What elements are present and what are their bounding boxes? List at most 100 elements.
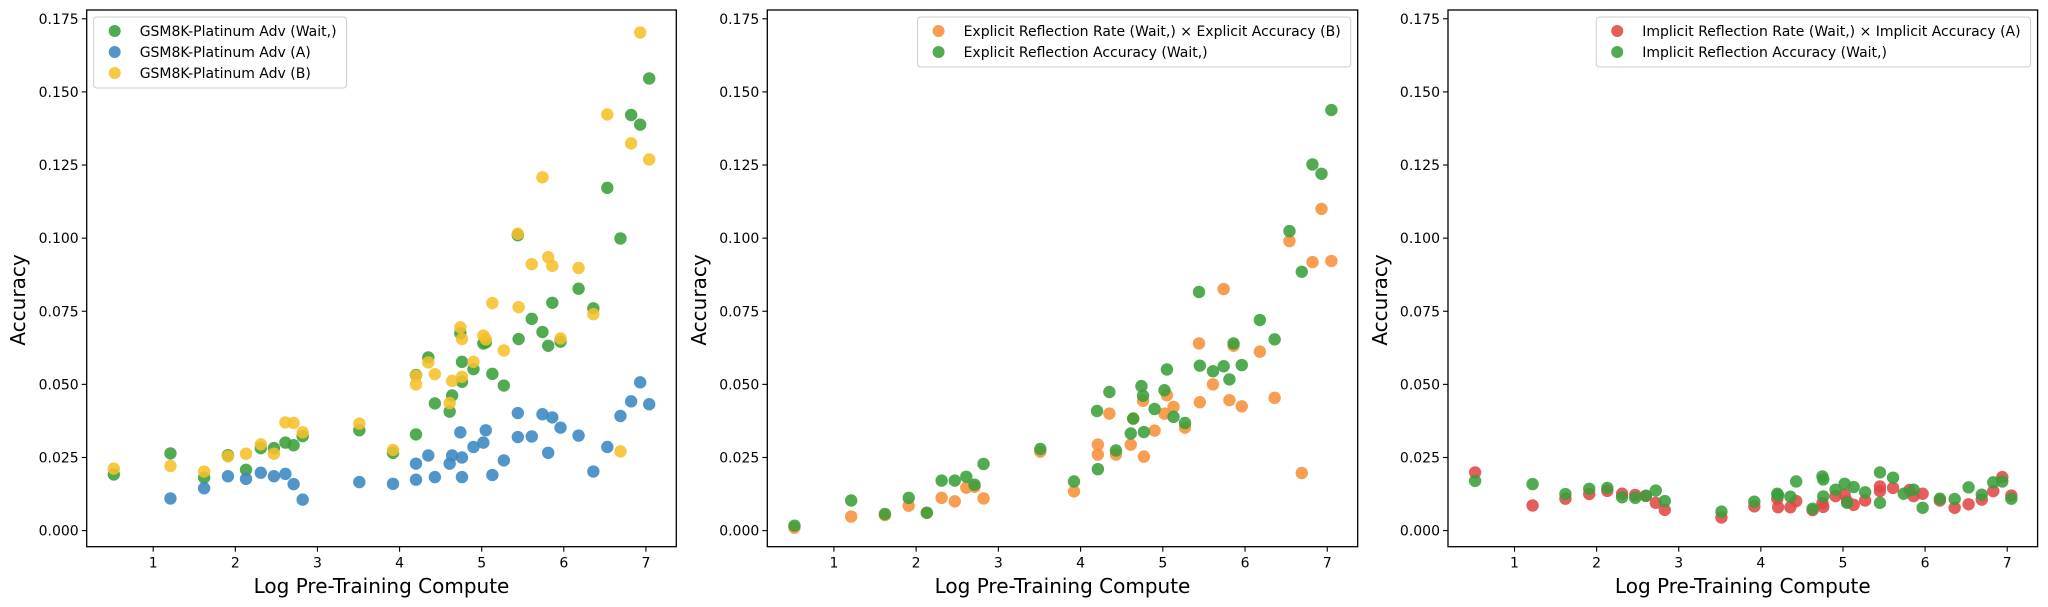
data-point [1158, 384, 1171, 397]
data-point [1067, 485, 1081, 498]
data-point [1160, 363, 1174, 376]
data-point [267, 447, 281, 460]
data-point [948, 474, 961, 487]
data-point [497, 454, 511, 467]
data-point [467, 355, 480, 369]
data-point [1639, 489, 1653, 503]
data-point [1771, 489, 1785, 502]
data-point [1306, 158, 1319, 171]
data-point [1217, 282, 1230, 296]
data-point [633, 118, 647, 131]
data-point [920, 506, 934, 519]
data-point [960, 470, 973, 483]
y-tick-label: 0.150 [1400, 85, 1440, 101]
plot-frame [766, 9, 1359, 548]
x-tick-label: 5 [477, 556, 486, 572]
data-point [445, 374, 459, 388]
data-point [1235, 400, 1248, 413]
data-point [428, 397, 442, 410]
data-point [267, 470, 281, 483]
data-point [479, 424, 492, 437]
data-point [479, 333, 492, 346]
data-point [1091, 438, 1105, 451]
data-point [1658, 494, 1671, 508]
data-point [1306, 255, 1319, 269]
data-point [643, 398, 656, 411]
data-point [409, 369, 423, 382]
x-tick-label: 2 [231, 556, 240, 572]
data-point [409, 473, 423, 486]
data-point [296, 493, 309, 506]
data-point [2005, 492, 2018, 505]
data-point [1526, 477, 1539, 491]
legend-marker [108, 67, 121, 79]
data-point [1227, 337, 1240, 350]
data-point [1315, 167, 1328, 180]
x-axis-label: Log Pre-Training Compute [254, 574, 510, 598]
data-point [1748, 495, 1761, 508]
data-point [542, 339, 555, 352]
data-point [633, 26, 647, 39]
y-tick-label: 0.000 [1400, 524, 1440, 540]
data-point [902, 491, 915, 505]
y-tick-label: 0.150 [719, 85, 759, 101]
data-point [1167, 400, 1180, 414]
data-point [614, 232, 627, 245]
data-point [1658, 503, 1671, 517]
data-point [454, 321, 467, 334]
data-point [455, 451, 469, 464]
data-point [353, 417, 366, 430]
series-1 [164, 376, 656, 506]
data-point [107, 462, 121, 475]
data-point [1468, 466, 1482, 479]
data-point [221, 450, 235, 463]
data-point [1315, 202, 1328, 216]
data-point [287, 439, 300, 452]
data-point [287, 416, 300, 430]
data-point [486, 468, 499, 482]
data-point [601, 108, 614, 121]
data-point [164, 492, 177, 505]
y-axis-label: Accuracy [687, 254, 711, 345]
x-tick-label: 4 [1756, 556, 1765, 572]
data-point [386, 477, 400, 491]
data-point [1124, 438, 1137, 451]
legend: GSM8K-Platinum Adv (Wait,) GSM8K-Platinum… [93, 16, 348, 89]
data-point [512, 300, 525, 314]
y-tick-label: 0.175 [719, 12, 759, 28]
series-0 [788, 202, 1338, 534]
data-point [1615, 491, 1629, 504]
legend-item: Explicit Reflection Rate (Wait,) × Expli… [932, 24, 1341, 40]
data-point [1817, 473, 1830, 486]
x-tick-label: 6 [1921, 556, 1930, 572]
data-point [1987, 484, 2000, 498]
data-point [422, 356, 435, 369]
legend-box [1595, 16, 2032, 68]
data-point [511, 227, 525, 240]
y-tick-label: 0.075 [39, 304, 79, 320]
data-point [1829, 483, 1842, 496]
data-point [455, 355, 469, 369]
x-tick-label: 3 [1674, 556, 1683, 572]
data-point [511, 406, 525, 420]
x-tick-label: 4 [395, 556, 404, 572]
data-point [1962, 498, 1975, 511]
data-point [1223, 373, 1236, 386]
data-point [525, 430, 538, 443]
data-point [1601, 481, 1614, 495]
y-tick-label: 0.025 [1400, 450, 1440, 466]
data-point [1283, 234, 1296, 248]
data-point [624, 137, 638, 150]
data-point [1996, 475, 2009, 488]
data-point [1193, 396, 1207, 409]
data-point [1283, 224, 1296, 238]
legend-marker [108, 25, 121, 37]
data-point [254, 438, 267, 451]
data-point [542, 446, 555, 460]
data-point [254, 466, 267, 479]
data-point [296, 426, 309, 439]
y-tick-label: 0.125 [1400, 158, 1440, 174]
data-point [1559, 487, 1572, 501]
data-point [422, 449, 435, 462]
